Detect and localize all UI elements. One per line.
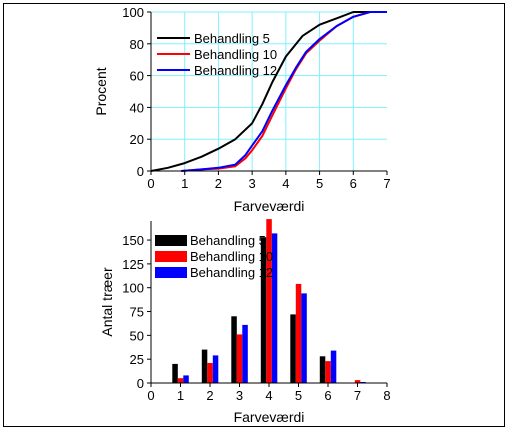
x-tick-label: 1 xyxy=(177,388,184,403)
y-axis-label: Procent xyxy=(93,67,109,115)
y-tick-label: 80 xyxy=(130,37,144,52)
y-tick-label: 20 xyxy=(130,132,144,147)
legend-label-2: Behandling 10 xyxy=(194,47,277,62)
x-tick-label: 8 xyxy=(383,388,390,403)
x-tick-label: 7 xyxy=(354,388,361,403)
x-axis-label: Farveværdi xyxy=(234,409,305,425)
bar-series-3 xyxy=(183,375,189,383)
bar-series-3 xyxy=(212,355,219,383)
histogram-bar-chart: 0 1 2 3 4 5 6 7 8 0 25 50 75 100 125 150 Farveværdi Antal… xyxy=(99,219,391,425)
y-tick-label: 150 xyxy=(122,233,144,248)
bar-series-2 xyxy=(295,283,302,383)
x-tick-label: 6 xyxy=(350,176,357,191)
bar-series-2 xyxy=(354,380,361,383)
x-tick-label: 3 xyxy=(249,176,256,191)
legend-swatch-1 xyxy=(155,235,187,246)
x-tick-label: 6 xyxy=(324,388,331,403)
bar-series-3 xyxy=(242,324,248,383)
bar-series-2 xyxy=(207,363,213,383)
x-tick-label: 2 xyxy=(206,388,213,403)
y-tick-label: 50 xyxy=(130,328,144,343)
y-tick-label: 25 xyxy=(130,352,144,367)
legend-label-3: Behandling 12 xyxy=(194,63,277,78)
bar-series-2 xyxy=(325,361,331,383)
bar-series-1 xyxy=(172,363,178,383)
cumulative-line-chart: 0 1 2 3 4 5 6 7 0 20 40 60 80 100 Farveværdi Procent Beh… xyxy=(93,5,391,214)
bar-series-3 xyxy=(301,293,307,383)
y-tick-label: 60 xyxy=(130,69,144,84)
x-tick-label: 0 xyxy=(147,176,154,191)
x-tick-label: 4 xyxy=(265,388,272,403)
bar-series-1 xyxy=(319,356,326,383)
x-tick-label: 4 xyxy=(282,176,289,191)
bar-series-3 xyxy=(330,350,337,383)
x-tick-label: 2 xyxy=(215,176,222,191)
bar-series-1 xyxy=(260,237,267,383)
legend-label-2: Behandling 10 xyxy=(190,249,273,264)
legend-label-1: Behandling 5 xyxy=(190,233,266,248)
y-tick-label: 100 xyxy=(122,5,144,20)
y-tick-label: 75 xyxy=(130,305,144,320)
bar-series-1 xyxy=(231,316,237,383)
x-tick-label: 7 xyxy=(383,176,390,191)
x-tick-label: 0 xyxy=(147,388,154,403)
bar-series-2 xyxy=(236,334,243,383)
x-tick-label: 3 xyxy=(236,388,243,403)
series-line-1 xyxy=(150,11,387,172)
figure-frame xyxy=(3,3,505,427)
y-axis-label: Antal træer xyxy=(99,267,115,337)
legend-swatch-3 xyxy=(155,267,187,278)
legend-label-3: Behandling 12 xyxy=(190,265,273,280)
x-tick-label: 1 xyxy=(181,176,188,191)
x-tick-label: 5 xyxy=(295,388,302,403)
y-tick-label: 100 xyxy=(122,281,144,296)
y-tick-label: 0 xyxy=(137,164,144,179)
bar-series-2 xyxy=(177,378,184,383)
y-tick-label: 125 xyxy=(122,257,144,272)
y-tick-label: 40 xyxy=(130,100,144,115)
y-tick-label: 0 xyxy=(137,376,144,391)
legend-swatch-2 xyxy=(155,251,187,262)
x-axis-label: Farveværdi xyxy=(234,198,305,214)
x-tick-label: 5 xyxy=(316,176,323,191)
bar-series-3 xyxy=(271,233,278,383)
bar-series-1 xyxy=(290,314,296,383)
series-line-3 xyxy=(181,11,387,172)
legend-label-1: Behandling 5 xyxy=(194,31,270,46)
bar-series-2 xyxy=(266,219,272,383)
bar-series-1 xyxy=(201,349,208,383)
